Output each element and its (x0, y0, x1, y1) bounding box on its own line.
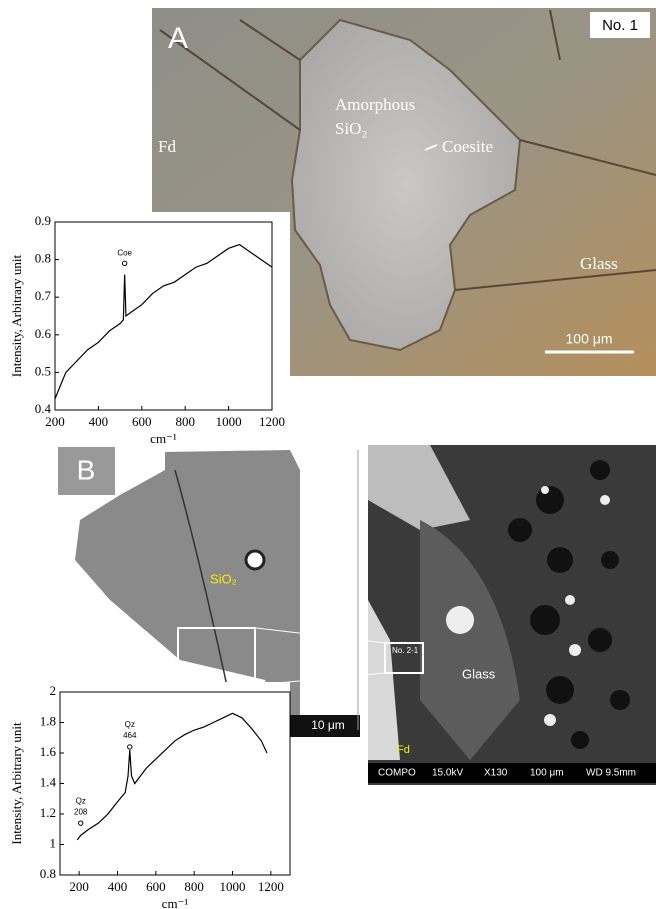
peak-label: Qz (125, 720, 135, 729)
y-tick-label: 0.7 (35, 288, 52, 303)
sem-info: X130 (484, 768, 508, 779)
x-tick-label: 400 (108, 879, 128, 894)
figure: A No. 1 Amorphous SiO₂ Fd Coesite Glass … (0, 0, 656, 909)
y-tick-label: 1.8 (40, 713, 56, 728)
matrix-label: Glass (580, 254, 618, 273)
y-axis-label: Intensity, Arbitrary unit (9, 722, 24, 845)
peak-label: Qz (76, 796, 86, 805)
scale-label: 10 μm (311, 718, 345, 732)
x-tick-label: 400 (89, 414, 109, 429)
x-tick-label: 1200 (259, 414, 285, 429)
sem-info: 15.0kV (432, 768, 463, 779)
x-tick-label: 800 (175, 414, 195, 429)
y-tick-label: 0.8 (35, 251, 51, 266)
x-tick-label: 800 (184, 879, 204, 894)
y-tick-label: 1.2 (40, 805, 56, 820)
matrix-label: Glass (462, 666, 496, 681)
y-axis-label: Intensity, Arbitrary unit (9, 254, 24, 377)
y-tick-label: 1 (50, 835, 57, 850)
sample-label: No. 1 (602, 17, 638, 34)
sem-info: WD 9.5mm (586, 768, 636, 779)
peak-label: Coe (117, 248, 132, 257)
x-tick-label: 200 (69, 879, 89, 894)
x-tick-label: 1200 (258, 879, 284, 894)
y-tick-label: 1.4 (40, 774, 57, 789)
x-axis-label: cm⁻¹ (162, 896, 189, 909)
sem-info: 100 μm (530, 768, 564, 779)
phase-label: Amorphous (335, 95, 415, 114)
host-label: Fd (158, 137, 176, 156)
mineral-label: Coesite (442, 137, 493, 156)
sem-info: COMPO (378, 768, 416, 779)
peak-label: 464 (123, 731, 137, 740)
x-tick-label: 200 (45, 414, 65, 429)
y-tick-label: 0.8 (40, 866, 56, 881)
host-label: Fd (397, 744, 410, 756)
x-tick-label: 600 (146, 879, 166, 894)
x-tick-label: 1000 (220, 879, 246, 894)
panel-label: B (77, 454, 96, 485)
x-tick-label: 600 (132, 414, 152, 429)
panel-label: A (168, 22, 188, 55)
scale-label: 100 μm (566, 331, 613, 347)
y-tick-label: 0.9 (35, 213, 51, 228)
spot-label: No. 2-1 (392, 646, 419, 655)
phase-label: SiO₂ (210, 571, 237, 586)
x-axis-label: cm⁻¹ (150, 431, 177, 446)
y-tick-label: 1.6 (40, 744, 57, 759)
y-tick-label: 0.6 (35, 326, 52, 341)
y-tick-label: 0.5 (35, 363, 51, 378)
phase-label: SiO₂ (335, 119, 367, 138)
y-tick-label: 2 (50, 683, 57, 698)
peak-label: 208 (74, 807, 88, 816)
x-tick-label: 1000 (216, 414, 242, 429)
